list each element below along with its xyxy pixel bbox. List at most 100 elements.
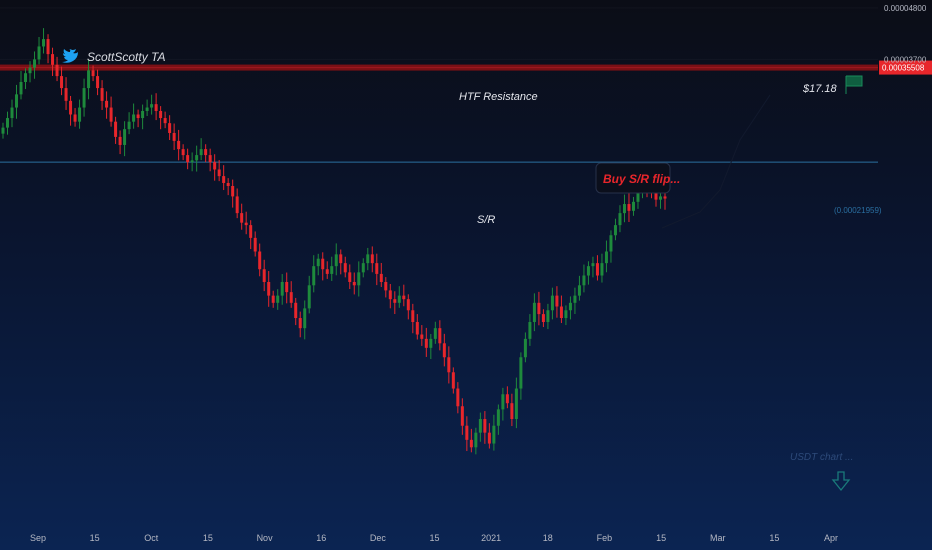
twitter-bird-icon (62, 49, 78, 63)
candle-body (294, 302, 298, 319)
candle-body (483, 419, 487, 433)
candle-body (496, 409, 500, 426)
candles-layer (1, 28, 667, 455)
candle-body (136, 114, 140, 119)
candle-body (627, 204, 631, 211)
sr-value-label: (0.00021959) (834, 206, 882, 215)
candle-body (127, 121, 131, 130)
candle-body (343, 263, 347, 273)
candle-body (289, 292, 293, 303)
candle-body (339, 254, 343, 264)
candle-body (276, 295, 280, 303)
candle-body (325, 269, 329, 274)
candle-body (541, 314, 545, 323)
candle-body (505, 394, 509, 404)
candle-body (595, 263, 599, 276)
hand-pointer-icon (831, 471, 851, 492)
candle-body (118, 136, 122, 145)
x-tick-label: 16 (316, 533, 326, 543)
candle-body (334, 254, 338, 267)
candle-body (114, 121, 118, 137)
buy-note-text: Buy S/R flip... (603, 172, 680, 186)
x-tick-label: Oct (144, 533, 159, 543)
candle-body (78, 107, 82, 122)
candle-body (591, 263, 595, 267)
candle-body (622, 204, 626, 214)
candle-body (186, 155, 190, 163)
candle-body (244, 222, 248, 226)
candle-body (154, 104, 158, 111)
x-tick-label: Sep (30, 533, 46, 543)
candle-body (51, 54, 55, 65)
candle-body (172, 132, 176, 141)
candle-body (217, 169, 221, 177)
candle-body (609, 235, 613, 252)
candle-body (663, 196, 667, 199)
candle-body (60, 76, 64, 89)
candle-body (406, 299, 410, 311)
candle-body (235, 196, 239, 214)
candle-body (654, 193, 658, 200)
candle-body (141, 110, 145, 119)
candle-body (397, 295, 401, 303)
candle-body (550, 295, 554, 311)
x-tick-label: Nov (257, 533, 274, 543)
candle-body (393, 299, 397, 303)
resistance-price-badge-label: 0.00035508 (882, 64, 925, 73)
candle-body (330, 266, 334, 274)
candle-body (199, 149, 203, 156)
candle-body (312, 266, 316, 286)
candle-body (195, 155, 199, 161)
flag-icon (845, 75, 863, 94)
candle-body (316, 258, 320, 267)
candle-body (658, 196, 662, 200)
candle-body (87, 70, 91, 89)
candle-body (384, 281, 388, 291)
candle-body (28, 67, 32, 74)
candle-body (564, 310, 568, 319)
buy-note-box (595, 162, 671, 194)
candle-body (303, 308, 307, 329)
candle-body (285, 281, 289, 293)
candle-body (357, 272, 361, 286)
candle-body (64, 88, 68, 101)
y-tick-label: 0.00004800 (884, 4, 927, 13)
candle-body (208, 155, 212, 163)
resistance-price-badge (879, 60, 932, 75)
candle-body (42, 39, 46, 47)
candle-body (150, 104, 154, 108)
candle-body (37, 46, 41, 60)
candle-body (298, 318, 302, 329)
candle-body (442, 343, 446, 358)
candle-body (604, 251, 608, 264)
x-tick-label: 18 (543, 533, 553, 543)
candle-body (190, 160, 194, 163)
candle-body (501, 394, 505, 410)
price-note: $17.18 (802, 83, 838, 95)
candle-body (267, 281, 271, 296)
candle-body (73, 114, 77, 122)
overlay-layer: ScottScotty TA HTF Resistance S/R Buy S/… (62, 49, 882, 492)
candle-body (361, 263, 365, 273)
candle-body (613, 225, 617, 236)
candle-body (109, 107, 113, 122)
candle-body (519, 357, 523, 389)
watermark-label: ScottScotty TA (87, 50, 165, 64)
axis-layer: 0.000450000.000400000.000350000.00032000… (30, 4, 927, 543)
candle-body (19, 82, 23, 95)
candle-body (100, 88, 104, 101)
candle-body (510, 403, 514, 420)
candle-body (262, 269, 266, 282)
candle-body (370, 254, 374, 264)
candle-body (1, 127, 5, 134)
candle-body (429, 338, 433, 348)
candle-body (537, 302, 541, 315)
candle-body (321, 258, 325, 270)
candle-body (424, 338, 428, 348)
candle-body (411, 310, 415, 323)
candle-body (145, 107, 149, 111)
candle-body (586, 266, 590, 276)
candle-body (258, 251, 262, 270)
x-tick-label: 2021 (481, 533, 501, 543)
candle-body (213, 162, 217, 170)
